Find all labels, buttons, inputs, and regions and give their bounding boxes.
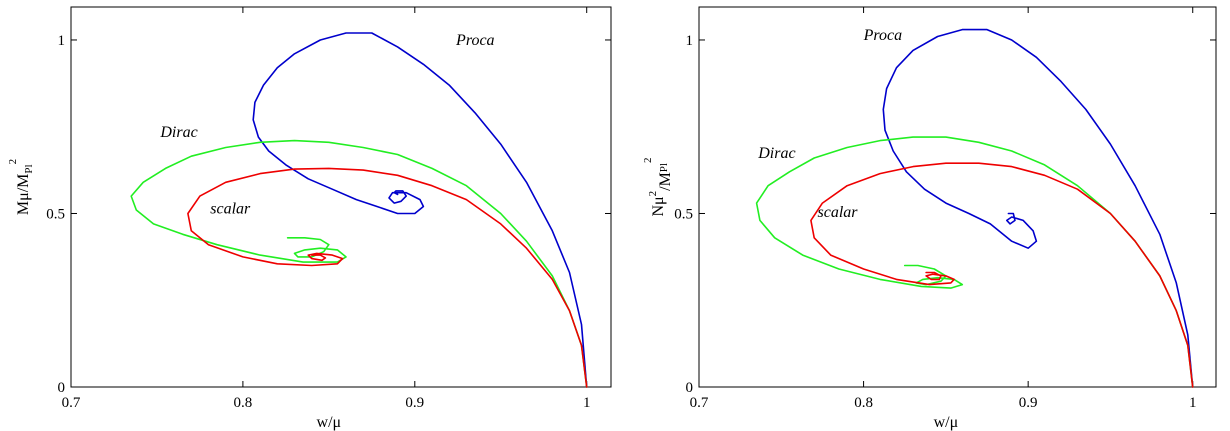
series-label-dirac: Dirac <box>757 145 795 162</box>
x-axis-label: w/μ <box>317 414 342 431</box>
x-tick-label: 1 <box>1189 395 1197 411</box>
series-label-proca: Proca <box>863 27 903 44</box>
y-tick-label: 0.5 <box>46 206 65 222</box>
x-tick-label: 0.9 <box>405 395 424 411</box>
y-tick-label: 0 <box>686 380 694 396</box>
series-label-scalar: scalar <box>210 200 251 217</box>
y-tick-label: 1 <box>58 33 66 49</box>
series-label-scalar: scalar <box>817 204 858 221</box>
x-tick-label: 0.7 <box>690 395 709 411</box>
series-dirac-line <box>130 139 588 388</box>
series-dirac-line <box>755 136 1194 388</box>
right-plot: 0.7 0.8 0.9 1 0 0.5 1 w/μ Nμ2/MPl2 Proca Dirac scal… <box>642 6 1217 431</box>
y-axis-label: Nμ2/MPl2 <box>642 158 674 217</box>
series-label-dirac: Dirac <box>159 124 197 141</box>
plot-frame <box>70 6 612 388</box>
y-tick-label: 1 <box>686 33 694 49</box>
x-tick-label: 0.8 <box>854 395 873 411</box>
y-axis-label: Mμ/MPl2 <box>7 159 35 215</box>
left-plot: 0.7 0.8 0.9 1 0 0.5 1 w/μ Mμ/MPl2 Proca Dirac scala… <box>7 6 612 431</box>
x-tick-label: 0.7 <box>62 395 81 411</box>
x-tick-label: 0.8 <box>234 395 253 411</box>
x-axis-label: w/μ <box>934 414 959 431</box>
y-tick-label: 0 <box>58 380 66 396</box>
x-tick-label: 0.9 <box>1019 395 1038 411</box>
plot-frame <box>698 6 1217 388</box>
y-tick-label: 0.5 <box>674 206 693 222</box>
series-proca-line <box>252 32 588 388</box>
series-proca-line <box>882 28 1194 388</box>
series-label-proca: Proca <box>455 32 495 49</box>
series-scalar-line <box>187 167 588 388</box>
x-tick-label: 1 <box>583 395 591 411</box>
series-scalar-line <box>810 162 1194 388</box>
